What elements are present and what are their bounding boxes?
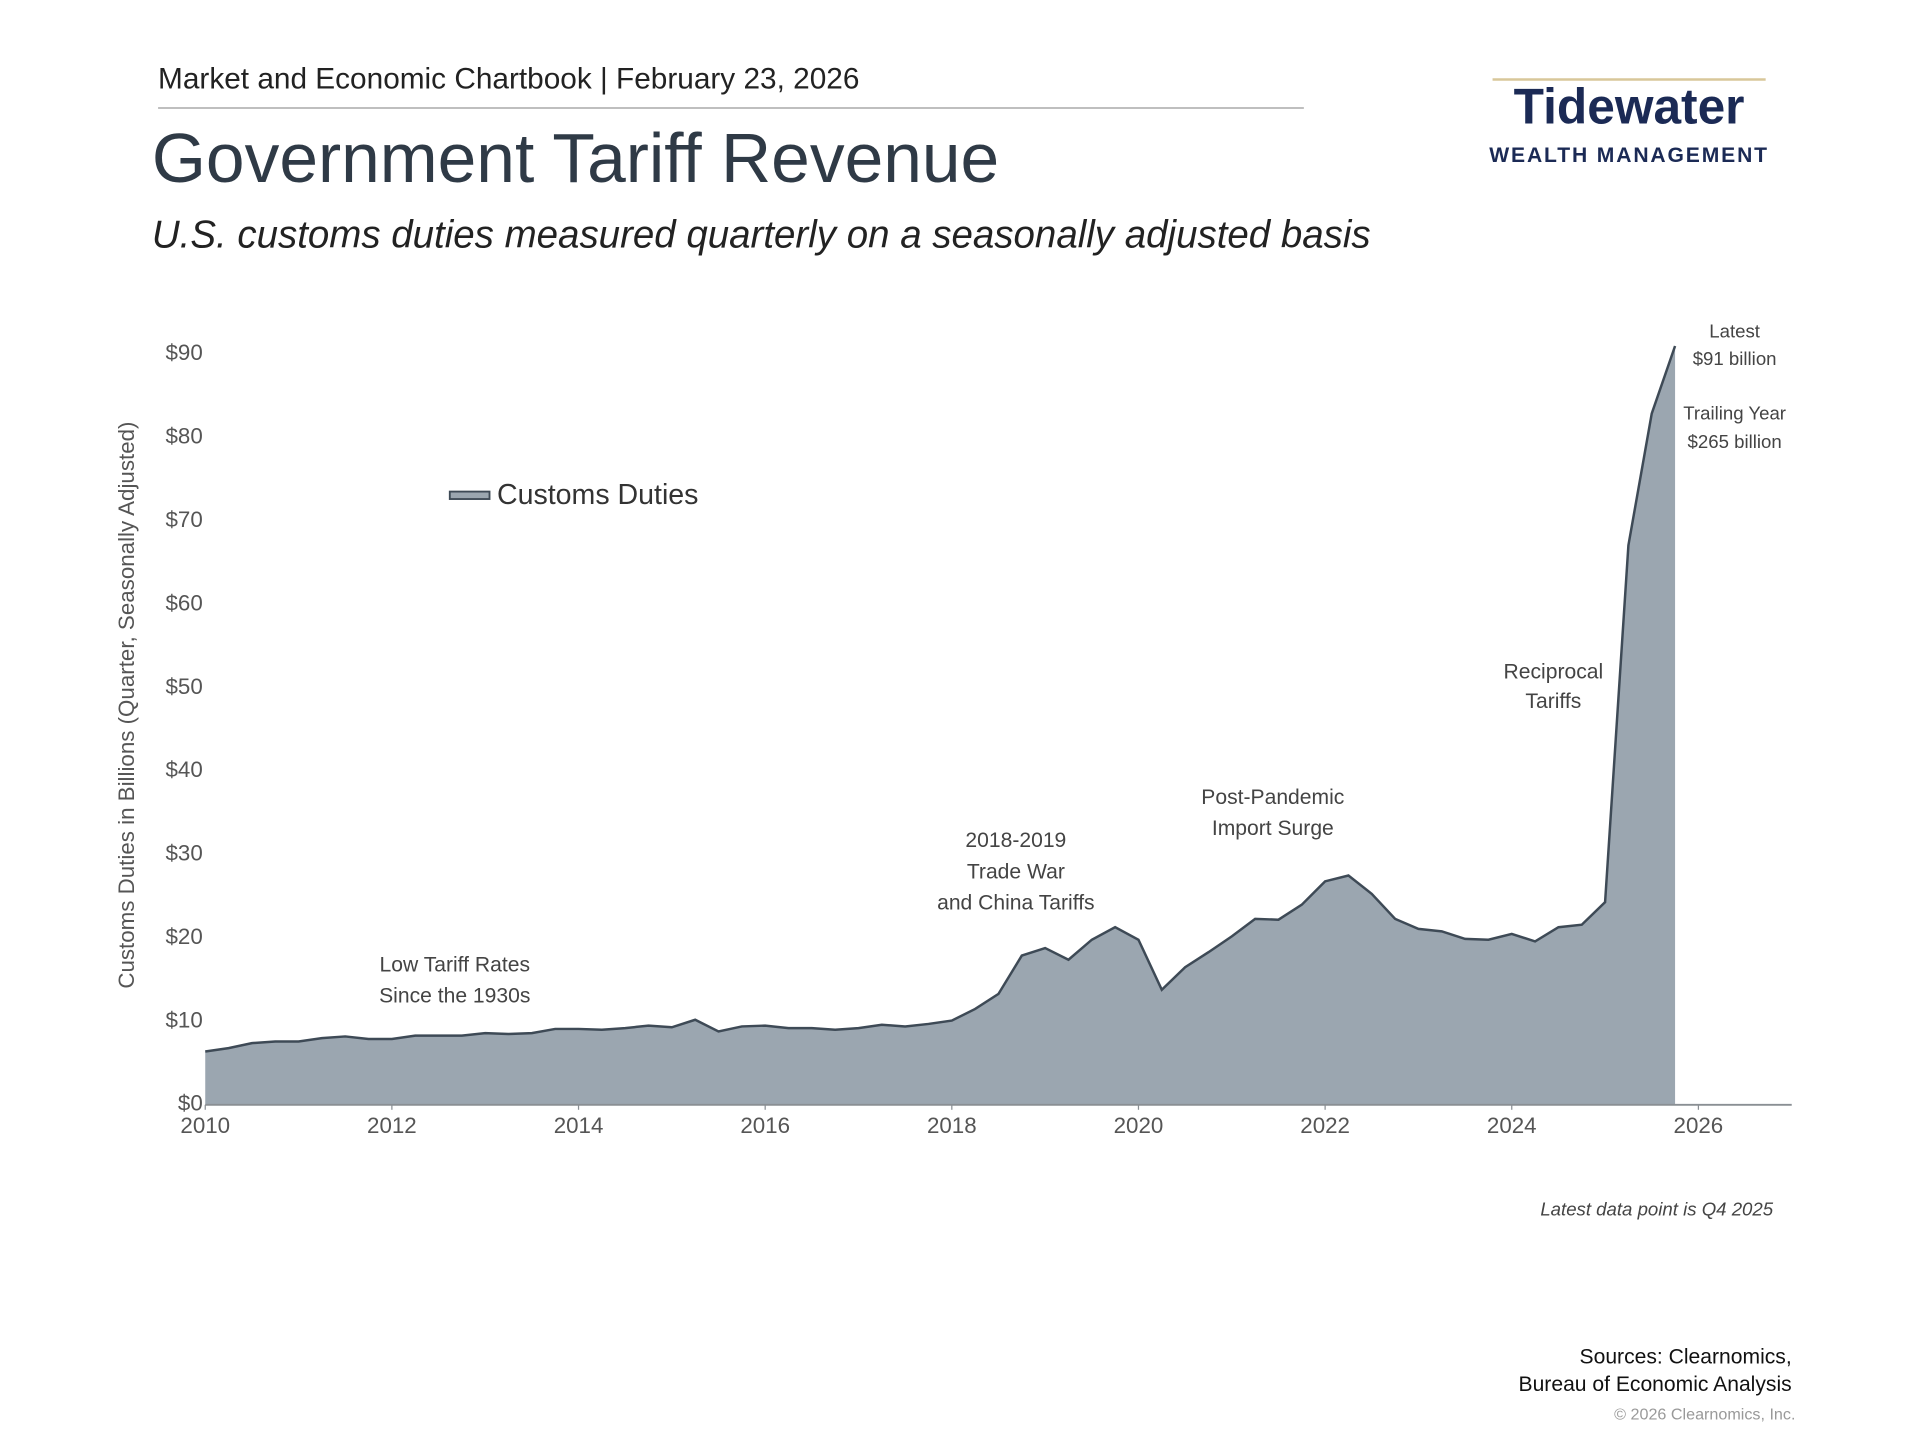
y-tick-label: $70 xyxy=(165,507,202,532)
chart-subtitle: U.S. customs duties measured quarterly o… xyxy=(152,213,1371,256)
annotation: Latest xyxy=(1709,321,1761,342)
annotation: Since the 1930s xyxy=(379,984,530,1007)
annotation: $91 billion xyxy=(1693,348,1777,369)
x-tick-label: 2016 xyxy=(740,1113,790,1138)
area-fill xyxy=(205,345,1676,1105)
y-tick-label: $80 xyxy=(165,424,202,449)
legend-label: Customs Duties xyxy=(497,479,698,511)
x-tick-label: 2018 xyxy=(927,1113,977,1138)
x-tick-label: 2024 xyxy=(1487,1113,1537,1138)
x-tick-label: 2012 xyxy=(367,1113,417,1138)
area-line xyxy=(205,345,1677,1053)
y-tick-label: $10 xyxy=(165,1007,202,1032)
annotation: Import Surge xyxy=(1212,817,1334,840)
source-line: Sources: Clearnomics, xyxy=(1580,1346,1792,1369)
annotation: Trailing Year xyxy=(1683,403,1786,424)
source-line: Bureau of Economic Analysis xyxy=(1519,1373,1792,1396)
y-tick-label: $30 xyxy=(165,841,202,866)
legend-swatch xyxy=(448,490,491,500)
annotation: Trade War xyxy=(967,860,1065,883)
y-axis-label: Customs Duties in Billions (Quarter, Sea… xyxy=(114,422,139,989)
publication: Market and Economic Chartbook | February… xyxy=(158,63,859,96)
logo-sub: WEALTH MANAGEMENT xyxy=(1489,144,1769,167)
annotation: Low Tariff Rates xyxy=(380,953,530,976)
x-tick-label: 2022 xyxy=(1300,1113,1350,1138)
annotation: $265 billion xyxy=(1688,431,1782,452)
y-tick-label: $50 xyxy=(165,674,202,699)
annotation: Post-Pandemic xyxy=(1201,786,1344,809)
y-tick-label: $60 xyxy=(165,590,202,615)
y-tick-label: $90 xyxy=(165,340,202,365)
annotation: 2018-2019 xyxy=(965,829,1066,852)
y-tick-label: $20 xyxy=(165,924,202,949)
chart-title: Government Tariff Revenue xyxy=(152,119,999,197)
annotation: and China Tariffs xyxy=(937,891,1095,914)
logo-name: Tidewater xyxy=(1514,79,1745,135)
annotation: Tariffs xyxy=(1525,690,1581,713)
note: Latest data point is Q4 2025 xyxy=(1540,1198,1773,1219)
annotation: Reciprocal xyxy=(1504,660,1604,683)
y-tick-label: $40 xyxy=(165,757,202,782)
x-tick-label: 2020 xyxy=(1114,1113,1164,1138)
copyright: © 2026 Clearnomics, Inc. xyxy=(1614,1405,1795,1423)
y-tick-label: $0 xyxy=(178,1091,203,1116)
x-tick-label: 2014 xyxy=(554,1113,604,1138)
x-tick-label: 2010 xyxy=(180,1113,230,1138)
x-tick-label: 2026 xyxy=(1674,1113,1724,1138)
